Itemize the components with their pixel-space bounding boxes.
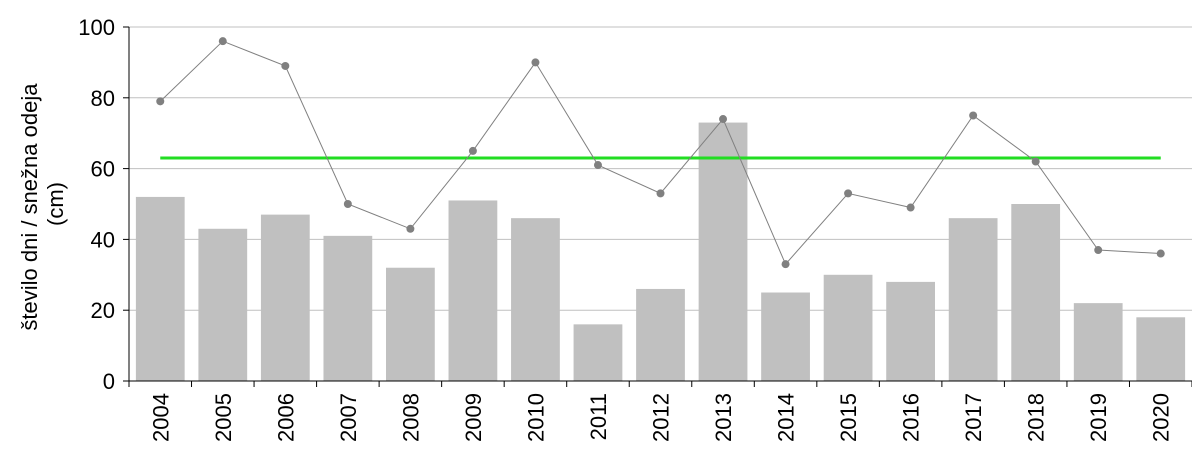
bar <box>636 288 685 381</box>
x-tick-label: 2011 <box>586 393 611 440</box>
x-tick-label: 2005 <box>211 393 236 442</box>
y-axis-title: število dni / snežna odeja (cm) <box>17 77 68 330</box>
y-tick-label: 60 <box>91 157 115 182</box>
line-point <box>1094 246 1103 255</box>
line-point <box>719 115 728 124</box>
y-axis-title-line-1: število dni / snežna odeja <box>17 83 42 331</box>
y-tick-label: 80 <box>91 86 115 111</box>
line-point <box>906 203 915 212</box>
bar <box>573 324 623 381</box>
axes <box>123 26 1192 387</box>
y-tick-labels: 0 20 40 60 80 100 <box>78 15 115 394</box>
line-point <box>531 58 540 67</box>
x-tick-label: 2009 <box>461 393 486 442</box>
line-point <box>656 189 665 198</box>
line-point <box>218 37 227 46</box>
x-tick-label: 2008 <box>398 393 423 442</box>
line-point <box>156 97 165 106</box>
line-point <box>969 111 978 120</box>
line-point <box>406 224 415 233</box>
line-point <box>468 146 477 155</box>
bar <box>198 228 248 381</box>
bar <box>323 235 373 381</box>
x-tick-label: 2017 <box>961 393 986 442</box>
x-tick-label: 2015 <box>836 393 861 442</box>
y-tick-label: 100 <box>78 15 115 40</box>
bar <box>948 218 998 381</box>
bar <box>385 267 435 381</box>
x-tick-label: 2007 <box>336 393 361 442</box>
bar-series <box>135 122 1186 381</box>
x-tick-label: 2018 <box>1024 393 1049 442</box>
line-point <box>1156 249 1165 258</box>
x-tick-label: 2010 <box>523 393 548 442</box>
line-point <box>593 161 602 170</box>
bar <box>1073 303 1123 381</box>
x-tick-label: 2014 <box>774 393 799 442</box>
bar <box>511 218 560 381</box>
y-tick-label: 0 <box>103 369 115 394</box>
line-point <box>343 200 352 208</box>
x-tick-label: 2012 <box>649 393 674 442</box>
line-series <box>156 37 1165 269</box>
bar <box>1011 204 1061 381</box>
x-tick-label: 2006 <box>273 393 298 442</box>
bar <box>761 292 810 381</box>
x-tick-label: 2013 <box>711 393 736 442</box>
line-point <box>1031 157 1040 166</box>
y-tick-label: 40 <box>91 227 115 252</box>
bar <box>698 122 748 381</box>
line-point <box>781 260 790 269</box>
x-tick-label: 2016 <box>899 393 924 442</box>
bar <box>448 200 498 381</box>
bar <box>1136 317 1186 381</box>
line-point <box>281 61 290 70</box>
bar <box>260 214 310 381</box>
y-axis-title-line-2: (cm) <box>43 182 68 226</box>
x-tick-labels: 2004 2005 2006 2007 2008 2009 2010 2011 2012 2013… <box>148 393 1173 442</box>
x-tick-label: 2020 <box>1149 393 1174 442</box>
x-tick-label: 2004 <box>148 393 173 442</box>
y-tick-label: 20 <box>91 298 115 323</box>
x-tick-label: 2019 <box>1086 393 1111 442</box>
bar <box>886 281 936 381</box>
line-path <box>159 40 1161 266</box>
bar <box>823 274 873 381</box>
line-point <box>844 189 853 198</box>
bar <box>135 196 185 381</box>
